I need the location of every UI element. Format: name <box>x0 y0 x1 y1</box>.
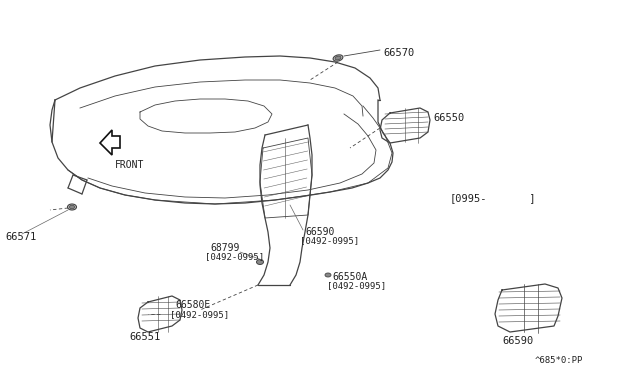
Text: [0492-0995]: [0492-0995] <box>205 252 264 261</box>
Ellipse shape <box>333 55 343 61</box>
Text: 66580E: 66580E <box>175 300 211 310</box>
Text: [0492-0995]: [0492-0995] <box>327 281 386 290</box>
Text: [0492-0995]: [0492-0995] <box>300 236 359 245</box>
Ellipse shape <box>67 204 77 210</box>
Text: 66551: 66551 <box>129 332 161 342</box>
Text: FRONT: FRONT <box>115 160 145 170</box>
Text: 66590: 66590 <box>502 336 534 346</box>
Text: ^685*0:PP: ^685*0:PP <box>535 356 584 365</box>
Ellipse shape <box>70 205 74 209</box>
Text: ]: ] <box>498 193 536 203</box>
Ellipse shape <box>335 56 341 60</box>
Text: 68799: 68799 <box>210 243 239 253</box>
Text: 66570: 66570 <box>383 48 414 58</box>
Text: 66550A: 66550A <box>332 272 367 282</box>
Text: 66571: 66571 <box>5 232 36 242</box>
Text: [0492-0995]: [0492-0995] <box>170 310 229 319</box>
Text: 66550: 66550 <box>433 113 464 123</box>
Ellipse shape <box>325 273 331 277</box>
Ellipse shape <box>257 260 264 264</box>
Text: [0995-: [0995- <box>450 193 488 203</box>
Text: 66590: 66590 <box>305 227 334 237</box>
